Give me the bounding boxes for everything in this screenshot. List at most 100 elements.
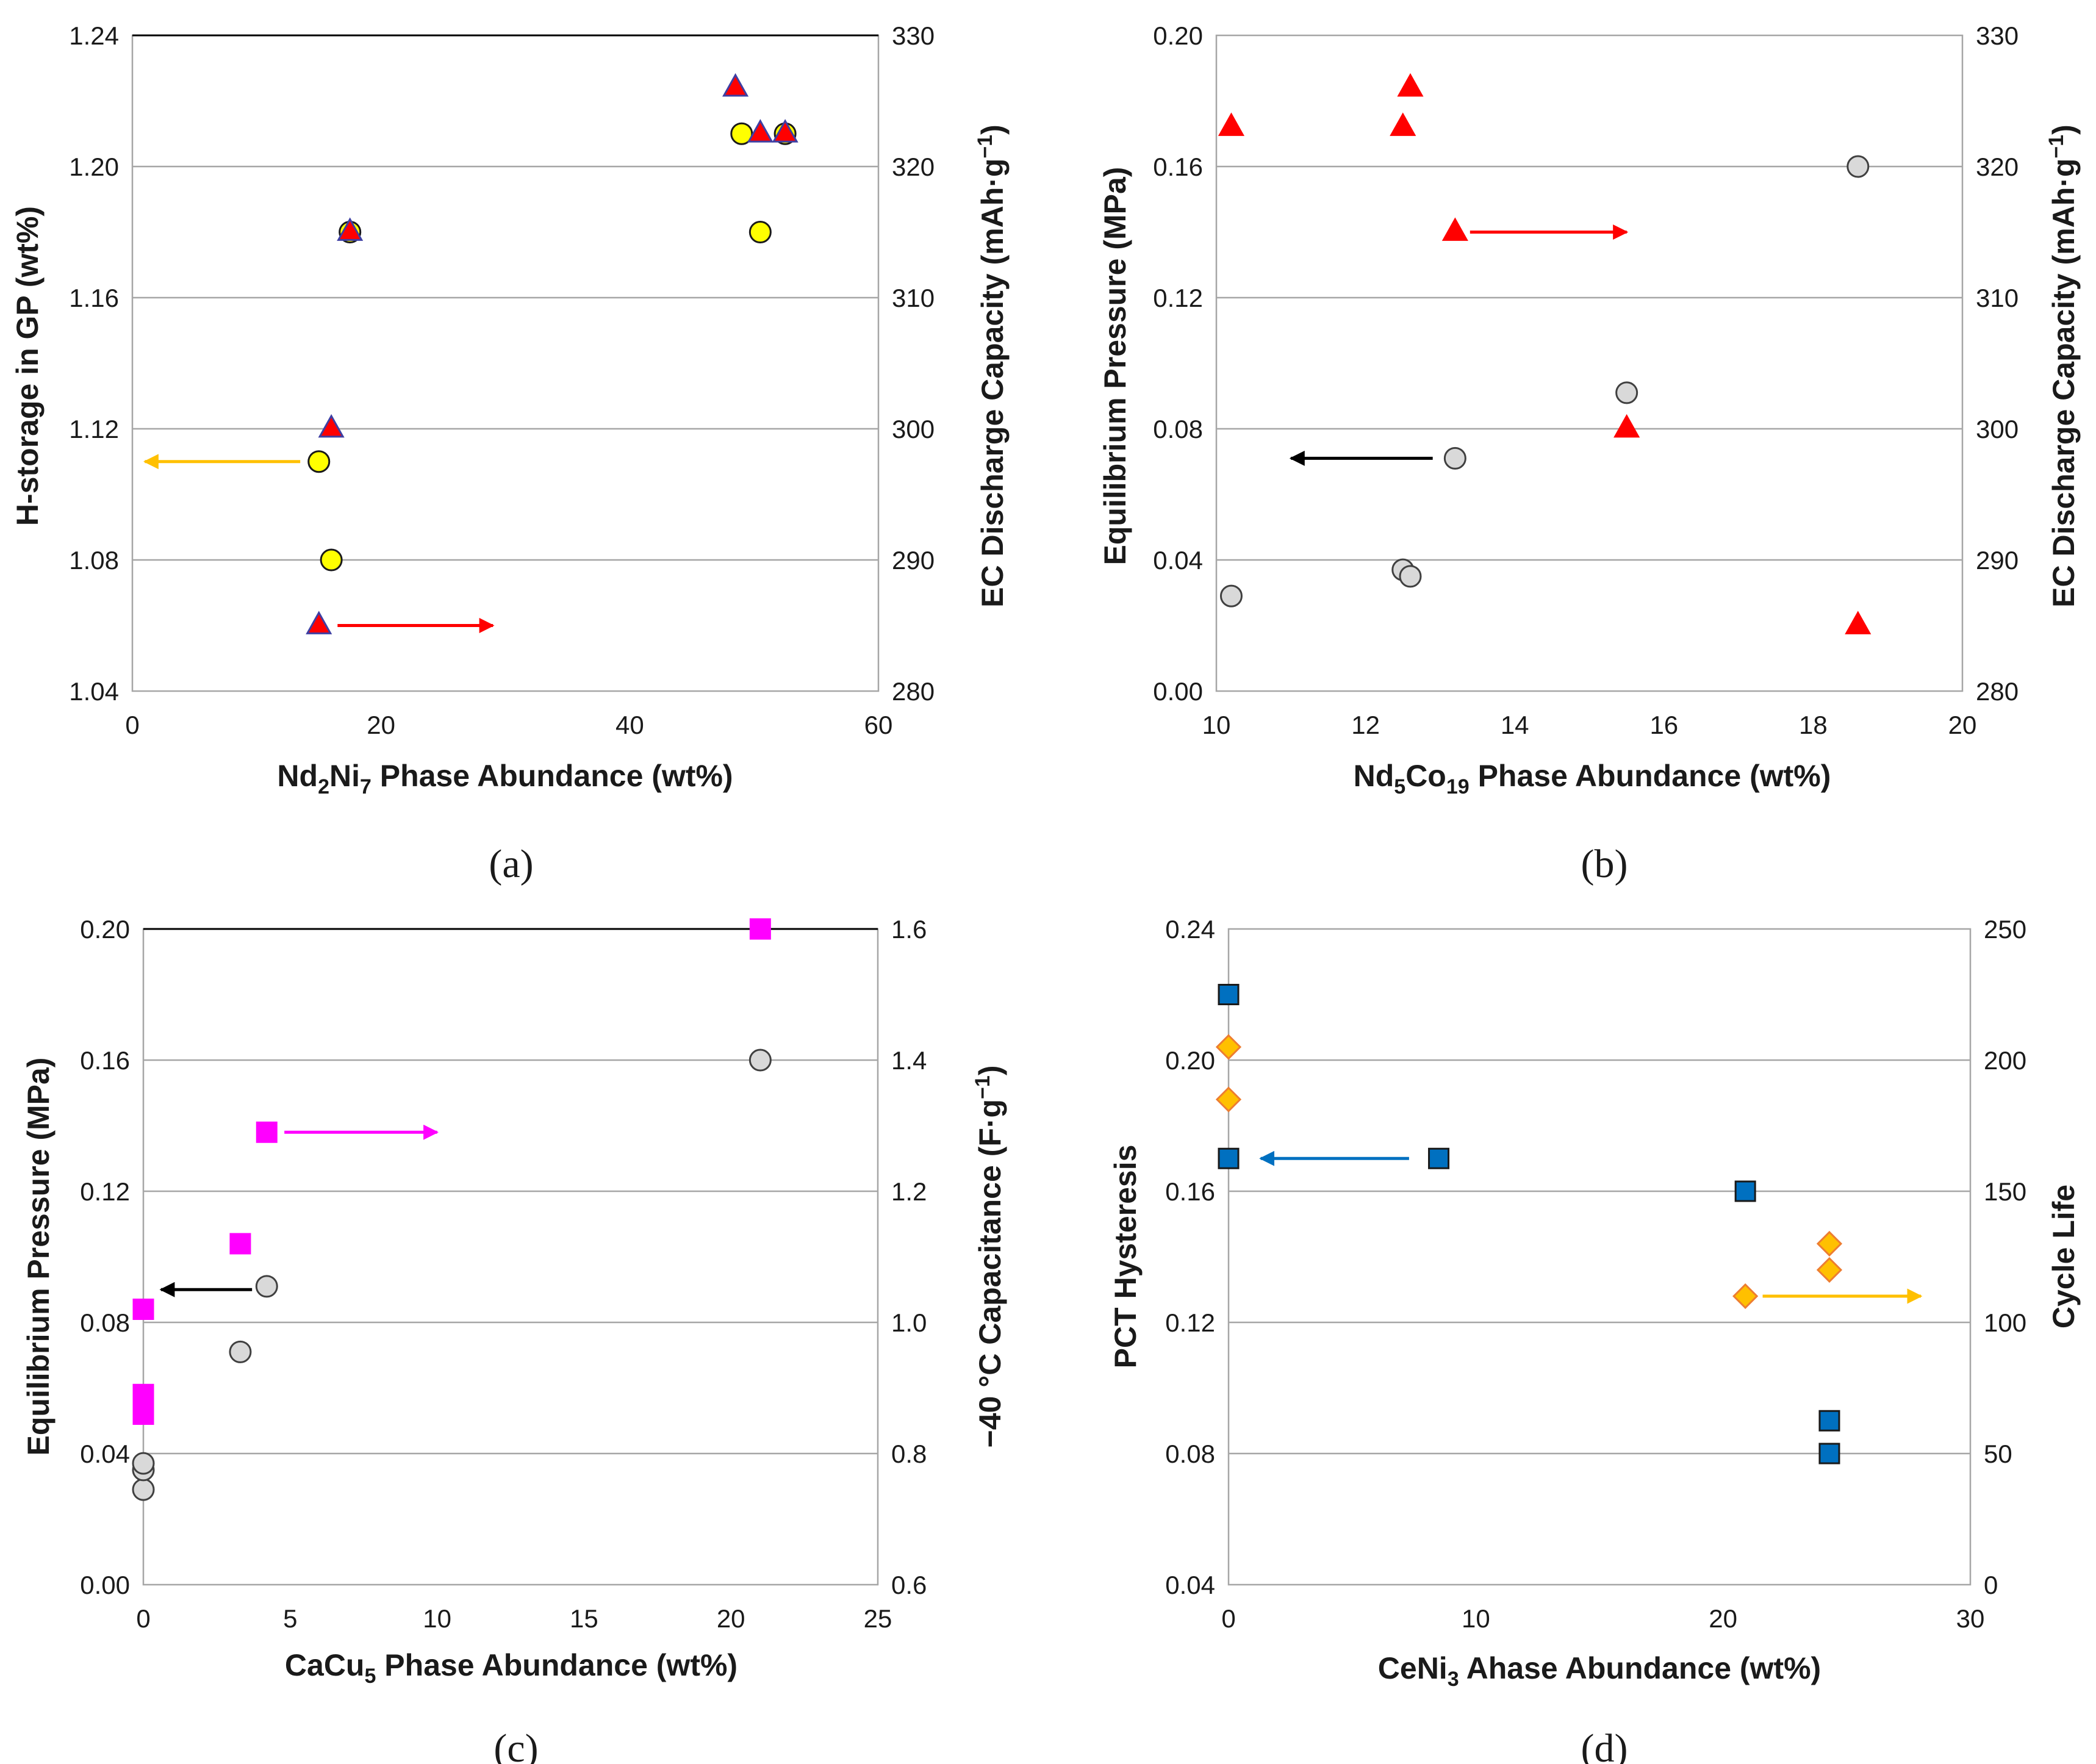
panel-b-left-axis-label: Equilibrium Pressure (MPa) xyxy=(1098,167,1132,565)
panel-a-left-tick-label: 1.12 xyxy=(69,415,119,443)
panel-b-triangle-point xyxy=(1613,414,1640,438)
panel-c-arrows xyxy=(159,1124,439,1297)
panel-b: 0.00 0.04 0.08 0.12 0.16 0.20 280 290 300 310 320 3… xyxy=(1098,21,2081,886)
panel-c-left-tick-label: 0.12 xyxy=(80,1177,130,1206)
panel-b-label: (b) xyxy=(1581,842,1628,886)
panel-a-right-tick-label: 310 xyxy=(892,284,935,312)
panel-a-arrows xyxy=(143,454,495,633)
panel-b-left-tick-label: 0.20 xyxy=(1153,21,1203,50)
panel-d-arrows xyxy=(1259,1150,1923,1304)
panel-b-circle-point xyxy=(1399,565,1422,588)
panel-d-x-tick-label: 20 xyxy=(1709,1604,1737,1633)
panel-c-circle-point xyxy=(255,1275,278,1298)
panel-d-left-tick-label: 0.16 xyxy=(1165,1177,1215,1206)
panel-a-right-tick-label: 280 xyxy=(892,677,935,706)
panel-c-left-tick-label: 0.16 xyxy=(80,1046,130,1075)
panel-c-circle-point xyxy=(748,1049,772,1072)
panel-a-left-tick-label: 1.16 xyxy=(69,284,119,312)
panel-b-x-tick-label: 12 xyxy=(1351,711,1380,739)
panel-d-square-point xyxy=(1428,1147,1450,1169)
panel-d-square-point xyxy=(1218,984,1240,1005)
panel-a-ticks: 1.04 1.08 1.12 1.16 1.20 1.24 280 290 300 310 320 3… xyxy=(69,21,935,739)
panel-b-circle-point xyxy=(1219,584,1243,608)
panel-c-right-tick-label: 1.4 xyxy=(891,1046,927,1075)
panel-c-square-point xyxy=(256,1121,278,1143)
panel-a-x-axis-label: Nd2Ni7 Phase Abundance (wt%) xyxy=(277,759,733,798)
panel-a-right-tick-label: 330 xyxy=(892,21,935,50)
panel-b-triangle-point xyxy=(1397,73,1424,97)
panel-c-square-point xyxy=(132,1383,154,1405)
panel-d-label: (d) xyxy=(1581,1726,1628,1764)
panel-d-diamond-point xyxy=(1816,1230,1843,1257)
panel-b-x-tick-label: 10 xyxy=(1202,711,1231,739)
panel-d-right-tick-label: 150 xyxy=(1984,1177,2026,1206)
panel-b-grid xyxy=(1216,165,1962,561)
panel-b-circle-point xyxy=(1847,155,1870,178)
panel-b-x-axis-label: Nd5Co19 Phase Abundance (wt%) xyxy=(1354,759,1831,798)
panel-d-left-tick-label: 0.08 xyxy=(1165,1440,1215,1468)
panel-b-left-tick-label: 0.12 xyxy=(1153,284,1203,312)
panel-c-right-tick-label: 1.6 xyxy=(891,915,927,944)
panel-b-triangle-point xyxy=(1390,112,1416,136)
panel-d-left-tick-label: 0.24 xyxy=(1165,915,1215,944)
panel-b-left-tick-label: 0.08 xyxy=(1153,415,1203,443)
panel-c-right-axis-label: −40 °C Capacitance (F·g−1) xyxy=(971,1066,1007,1448)
panel-c-x-axis-label: CaCu5 Phase Abundance (wt%) xyxy=(285,1648,738,1688)
panel-d-left-axis-label: PCT Hysteresis xyxy=(1108,1145,1143,1369)
panel-c-left-tick-label: 0.08 xyxy=(80,1308,130,1337)
panel-a-left-tick-label: 1.20 xyxy=(69,152,119,181)
panel-b-arrows xyxy=(1289,224,1629,466)
panel-d-right-tick-label: 0 xyxy=(1984,1571,1998,1599)
panel-d-grid xyxy=(1229,1059,1970,1455)
panel-c-marks xyxy=(132,918,772,1501)
panel-c-right-tick-label: 1.0 xyxy=(891,1308,927,1337)
panel-a-left-tick-label: 1.08 xyxy=(69,546,119,575)
panel-a-circle-point xyxy=(320,548,343,572)
panel-a-triangle-point xyxy=(772,119,799,143)
panel-a-label: (a) xyxy=(489,842,533,886)
panel-c-label: (c) xyxy=(493,1726,538,1764)
panel-d-x-tick-label: 30 xyxy=(1956,1604,1985,1633)
panel-a-marks xyxy=(306,73,799,634)
panel-a-grid xyxy=(132,165,878,561)
panel-a: 1.04 1.08 1.12 1.16 1.20 1.24 280 290 300 310 320 3… xyxy=(10,21,1010,886)
panel-c-square-point xyxy=(749,918,771,940)
panel-d-right-tick-label: 100 xyxy=(1984,1308,2026,1337)
panel-b-right-tick-label: 330 xyxy=(1976,21,2019,50)
panel-d-diamond-point xyxy=(1732,1283,1759,1310)
panel-a-left-tick-label: 1.24 xyxy=(69,21,119,50)
panel-a-triangle-point xyxy=(747,119,773,143)
panel-b-left-tick-label: 0.16 xyxy=(1153,152,1203,181)
panel-b-triangle-point xyxy=(1218,112,1245,136)
panel-c-square-point xyxy=(132,1404,154,1425)
panel-d-square-point xyxy=(1818,1443,1840,1465)
panel-a-x-tick-label: 40 xyxy=(616,711,644,739)
panel-a-triangle-point xyxy=(337,217,364,241)
panel-b-left-tick-label: 0.04 xyxy=(1153,546,1203,575)
panel-d-right-axis-label: Cycle Life xyxy=(2047,1185,2081,1328)
panel-b-right-axis-label: EC Discharge Capacity (mAh·g−1) xyxy=(2045,124,2081,608)
panel-d-right-tick-label: 200 xyxy=(1984,1046,2026,1075)
panel-a-triangle-point xyxy=(318,414,345,438)
panel-b-right-tick-label: 300 xyxy=(1976,415,2019,443)
panel-c-x-tick-label: 15 xyxy=(570,1604,598,1633)
panel-c-right-tick-label: 1.2 xyxy=(891,1177,927,1206)
panel-a-triangle-point xyxy=(306,611,332,634)
panel-d-square-point xyxy=(1818,1410,1840,1432)
panel-a-triangle-point xyxy=(722,73,749,97)
panel-c-square-point xyxy=(132,1299,154,1320)
panel-d-x-tick-label: 10 xyxy=(1462,1604,1490,1633)
panel-c-right-tick-label: 0.8 xyxy=(891,1440,927,1468)
panel-b-x-tick-label: 14 xyxy=(1501,711,1529,739)
panel-d-left-tick-label: 0.20 xyxy=(1165,1046,1215,1075)
panel-b-marks xyxy=(1218,73,1872,634)
panel-a-circle-point xyxy=(730,122,753,145)
panel-c-circle-point xyxy=(229,1340,252,1363)
panel-d-diamond-point xyxy=(1816,1257,1843,1283)
panel-c-right-tick-label: 0.6 xyxy=(891,1571,927,1599)
panel-a-right-tick-label: 290 xyxy=(892,546,935,575)
panel-c-left-tick-label: 0.04 xyxy=(80,1440,130,1468)
panel-a-x-tick-label: 0 xyxy=(125,711,139,739)
panel-d-left-tick-label: 0.12 xyxy=(1165,1308,1215,1337)
panel-b-right-tick-label: 320 xyxy=(1976,152,2019,181)
